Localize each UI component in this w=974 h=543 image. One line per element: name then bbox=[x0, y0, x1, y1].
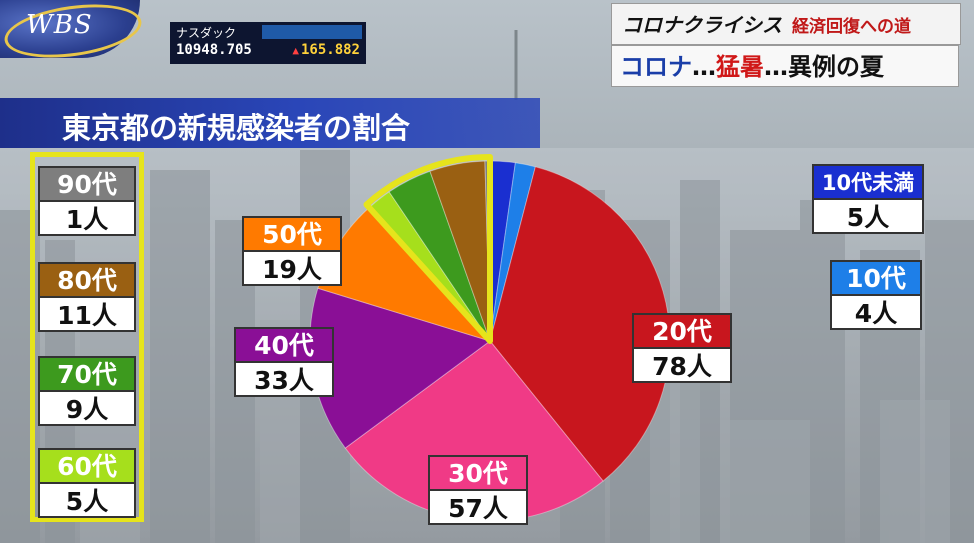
slice-label-40s: 40代 33人 bbox=[234, 327, 334, 397]
slice-label-20s: 20代 78人 bbox=[632, 313, 732, 383]
stock-ticker: ナスダック 10948.705 ▲ 165.882 bbox=[170, 22, 366, 64]
slice-label-value: 4人 bbox=[830, 294, 922, 330]
slice-label-value: 19人 bbox=[242, 250, 342, 286]
slice-label-name: 10代未満 bbox=[812, 164, 924, 198]
ticker-value: 10948.705 bbox=[176, 42, 252, 58]
pie-slice-10代 bbox=[489, 162, 536, 342]
ticker-change: ▲ 165.882 bbox=[292, 42, 360, 58]
slice-label-name: 50代 bbox=[242, 216, 342, 250]
slice-label-name: 80代 bbox=[38, 262, 136, 296]
wbs-logo: WBS bbox=[0, 0, 145, 66]
recovery-label: 経済回復への道 bbox=[792, 17, 911, 37]
pie-slice-70代 bbox=[388, 170, 491, 342]
older-age-highlight-frame bbox=[30, 152, 144, 522]
slice-label-30s: 30代 57人 bbox=[428, 455, 528, 525]
up-arrow-icon: ▲ bbox=[292, 44, 299, 57]
ticker-change-value: 165.882 bbox=[300, 42, 360, 58]
slice-label-60s: 60代 5人 bbox=[38, 448, 136, 518]
slice-label-value: 5人 bbox=[812, 198, 924, 234]
slice-label-name: 20代 bbox=[632, 313, 732, 347]
headline-banner: コロナ…猛暑…異例の夏 bbox=[611, 45, 959, 87]
slice-label-value: 5人 bbox=[38, 482, 136, 518]
corona-crisis-label: コロナクライシス bbox=[622, 13, 782, 37]
slice-label-name: 70代 bbox=[38, 356, 136, 390]
slice-label-value: 11人 bbox=[38, 296, 136, 332]
slice-label-name: 40代 bbox=[234, 327, 334, 361]
slice-label-value: 33人 bbox=[234, 361, 334, 397]
slice-label-70s: 70代 9人 bbox=[38, 356, 136, 426]
slice-label-name: 60代 bbox=[38, 448, 136, 482]
headline-part: 異例の夏 bbox=[788, 53, 884, 81]
older-age-highlight-outline bbox=[363, 154, 493, 344]
slice-label-name: 10代 bbox=[830, 260, 922, 294]
slice-label-value: 78人 bbox=[632, 347, 732, 383]
slice-label-name: 30代 bbox=[428, 455, 528, 489]
slice-label-under10: 10代未満 5人 bbox=[812, 164, 924, 234]
pie-slice-20代 bbox=[489, 166, 671, 482]
chart-title-bar: 東京都の新規感染者の割合 bbox=[0, 98, 540, 148]
slice-label-value: 9人 bbox=[38, 390, 136, 426]
segment-banner: コロナクライシス 経済回復への道 bbox=[611, 3, 961, 45]
slice-label-90s: 90代 1人 bbox=[38, 166, 136, 236]
chart-title: 東京都の新規感染者の割合 bbox=[62, 111, 411, 145]
logo-text: WBS bbox=[26, 10, 93, 40]
headline-part: コロナ bbox=[620, 53, 692, 81]
headline-part: … bbox=[764, 53, 788, 81]
slice-label-value: 57人 bbox=[428, 489, 528, 525]
headline-part: 猛暑 bbox=[716, 53, 764, 81]
pie-slice-80代 bbox=[429, 160, 491, 342]
slice-label-10s: 10代 4人 bbox=[830, 260, 922, 330]
slice-label-80s: 80代 11人 bbox=[38, 262, 136, 332]
ticker-mini-chart bbox=[262, 25, 362, 39]
slice-label-value: 1人 bbox=[38, 200, 136, 236]
headline-part: … bbox=[692, 53, 716, 81]
ticker-name: ナスダック bbox=[176, 26, 237, 40]
slice-label-name: 90代 bbox=[38, 166, 136, 200]
slice-label-50s: 50代 19人 bbox=[242, 216, 342, 286]
